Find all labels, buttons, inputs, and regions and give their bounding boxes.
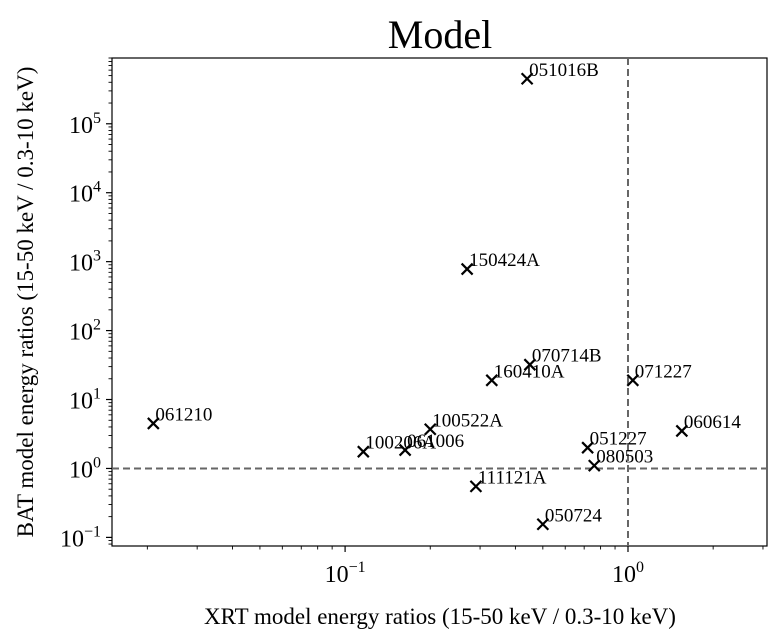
- plot-frame: [111, 57, 768, 547]
- data-point-080503: 080503: [587, 447, 653, 472]
- x-marker: [581, 441, 594, 454]
- point-label: 100522A: [432, 410, 503, 431]
- data-point-061006: 061006: [398, 431, 464, 457]
- x-marker: [536, 517, 550, 531]
- data-point-071227: 071227: [626, 361, 692, 387]
- x-marker: [523, 358, 537, 371]
- data-point-050724: 050724: [536, 505, 603, 531]
- x-axis-label: XRT model energy ratios (15-50 keV / 0.3…: [204, 604, 676, 629]
- x-axis-ticks: 10−1 100: [146, 546, 764, 588]
- x-marker: [626, 374, 640, 387]
- x-marker: [357, 445, 370, 458]
- data-point-100522A: 100522A: [423, 410, 503, 436]
- y-tick-label: 101: [69, 386, 101, 415]
- y-tick-label: 103: [69, 248, 101, 277]
- y-tick-label: 105: [69, 110, 101, 139]
- data-point-060614: 060614: [675, 412, 742, 438]
- point-label: 080503: [596, 447, 653, 468]
- data-point-051227: 051227: [581, 429, 647, 454]
- data-point-051016B: 051016B: [520, 60, 599, 86]
- point-label: 051227: [590, 429, 647, 450]
- reference-lines: [112, 58, 767, 546]
- x-marker: [460, 262, 474, 276]
- data-point-070714B: 070714B: [523, 346, 602, 371]
- x-tick-label: 100: [612, 559, 644, 588]
- data-point-100206A: 100206A: [357, 433, 436, 458]
- x-marker: [398, 443, 412, 457]
- y-axis-ticks: 10−1 100 101 102 103 104 105: [60, 57, 112, 552]
- point-label: 100206A: [365, 433, 436, 454]
- point-label: 070714B: [532, 346, 602, 367]
- point-label: 071227: [635, 361, 692, 382]
- data-point-150424A: 150424A: [460, 250, 540, 276]
- data-point-111121A: 111121A: [469, 467, 547, 493]
- x-marker: [675, 424, 689, 438]
- data-point-160410A: 160410A: [485, 361, 565, 387]
- data-point-061210: 061210: [147, 404, 212, 430]
- x-tick-label: 10−1: [325, 559, 366, 588]
- y-tick-label: 102: [69, 317, 101, 346]
- point-label: 060614: [684, 412, 742, 433]
- y-tick-label: 100: [69, 454, 101, 483]
- point-label: 051016B: [529, 60, 599, 81]
- x-marker: [587, 459, 601, 472]
- x-marker: [147, 417, 160, 430]
- x-marker: [423, 423, 437, 436]
- point-label: 111121A: [478, 467, 547, 488]
- x-marker: [485, 374, 499, 387]
- y-tick-label: 10−1: [60, 523, 101, 552]
- point-label: 160410A: [494, 361, 565, 382]
- chart-title: Model: [388, 12, 492, 57]
- y-tick-label: 104: [69, 179, 101, 208]
- x-marker: [469, 480, 483, 493]
- point-label: 150424A: [469, 250, 540, 271]
- point-label: 061210: [155, 404, 212, 425]
- point-label: 050724: [545, 505, 603, 526]
- x-marker: [520, 72, 534, 86]
- y-axis-label: BAT model energy ratios (15-50 keV / 0.3…: [13, 67, 38, 538]
- point-label: 061006: [407, 431, 464, 452]
